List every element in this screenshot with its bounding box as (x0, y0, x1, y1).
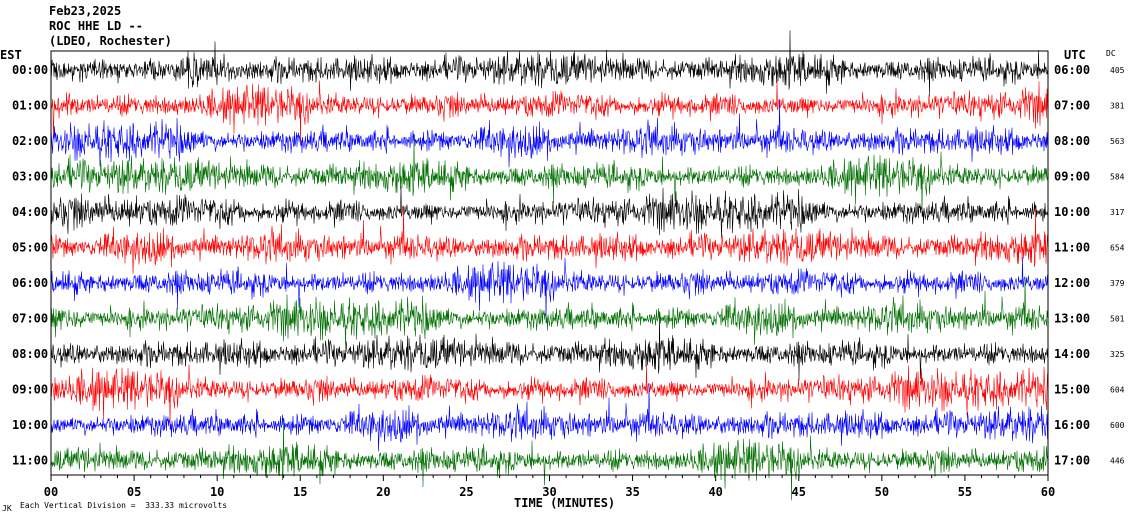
x-tick-label: 40 (708, 485, 722, 499)
x-tick-label: 15 (293, 485, 307, 499)
left-hour-label: 11:00 (12, 454, 48, 468)
dc-offset-label: 501 (1110, 315, 1125, 324)
dc-offset-label: 446 (1110, 457, 1125, 466)
trace-hour-0600 (50, 257, 1049, 323)
left-hour-label: 10:00 (12, 418, 48, 432)
right-hour-label: 08:00 (1054, 134, 1090, 148)
trace-hour-1000 (50, 382, 1049, 452)
trace-hour-0900 (50, 363, 1049, 430)
right-hour-label: 11:00 (1054, 241, 1090, 255)
header-station: ROC HHE LD -- (49, 19, 143, 33)
x-tick-label: 50 (875, 485, 889, 499)
plot-frame (50, 50, 1049, 476)
plot-border (50, 50, 1049, 476)
right-hour-label: 17:00 (1054, 454, 1090, 468)
x-tick-label: 25 (459, 485, 473, 499)
trace-hour-0200 (50, 98, 1049, 168)
x-tick-label: 20 (376, 485, 390, 499)
header-network: (LDEO, Rochester) (49, 34, 172, 48)
left-hour-label: 06:00 (12, 276, 48, 290)
left-hour-label: 01:00 (12, 99, 48, 113)
seismic-traces (50, 30, 1049, 501)
trace-hour-0500 (50, 205, 1049, 274)
scale-note: Each Vertical Division = 333.33 microvol… (20, 501, 228, 510)
right-timezone-label: UTC (1064, 48, 1086, 62)
trace-hour-0300 (50, 136, 1049, 217)
x-tick-label: 00 (44, 485, 58, 499)
x-tick-label: 60 (1041, 485, 1055, 499)
left-hour-label: 09:00 (12, 383, 48, 397)
right-hour-label: 15:00 (1054, 383, 1090, 397)
left-hour-label: 03:00 (12, 170, 48, 184)
dc-offset-label: 600 (1110, 421, 1125, 430)
dc-offset-label: 379 (1110, 279, 1125, 288)
right-hour-label: 09:00 (1054, 170, 1090, 184)
dc-offset-label: 654 (1110, 244, 1125, 253)
x-tick-label: 10 (210, 485, 224, 499)
dc-offset-labels: 405 381 563 584 317 654 379 501 325 604 600 446 (1110, 66, 1125, 466)
left-hour-label: 05:00 (12, 241, 48, 255)
dc-offset-label: 604 (1110, 386, 1125, 395)
dc-offset-label: 325 (1110, 350, 1125, 359)
trace-hour-0700 (50, 276, 1049, 345)
left-hour-label: 02:00 (12, 134, 48, 148)
trace-hour-0800 (50, 314, 1049, 381)
trace-hour-0100 (50, 79, 1049, 146)
header-date: Feb23,2025 (49, 4, 122, 18)
dc-header-label: DC (1106, 49, 1116, 58)
trace-hour-0000 (50, 30, 1048, 97)
left-hour-label: 08:00 (12, 347, 48, 361)
dc-offset-label: 405 (1110, 66, 1125, 75)
left-hour-labels: 00:00 01:00 02:00 03:00 04:00 05:00 06:00 07:00… (12, 63, 48, 468)
right-hour-label: 12:00 (1054, 276, 1090, 290)
x-axis-title: TIME (MINUTES) (514, 496, 615, 510)
x-tick-label: 30 (542, 485, 556, 499)
x-axis: 00 05 10 15 20 25 30 35 40 45 50 55 60 (44, 475, 1055, 499)
right-hour-labels: 06:00 07:00 08:00 09:00 10:00 11:00 12:00 13:00… (1054, 63, 1090, 468)
left-hour-label: 00:00 (12, 63, 48, 77)
x-tick-label: 05 (127, 485, 141, 499)
x-tick-label: 45 (792, 485, 806, 499)
right-hour-label: 13:00 (1054, 312, 1090, 326)
right-hour-label: 07:00 (1054, 99, 1090, 113)
right-hour-label: 16:00 (1054, 418, 1090, 432)
left-hour-label: 07:00 (12, 312, 48, 326)
right-hour-label: 14:00 (1054, 347, 1090, 361)
trace-hour-1100 (50, 420, 1049, 501)
dc-offset-label: 317 (1110, 208, 1125, 217)
dc-offset-label: 381 (1110, 102, 1125, 111)
right-hour-label: 06:00 (1054, 63, 1090, 77)
trace-hour-0400 (50, 186, 1049, 239)
right-hour-label: 10:00 (1054, 205, 1090, 219)
corner-logo: JK (2, 504, 12, 513)
x-tick-label: 35 (625, 485, 639, 499)
x-tick-label: 55 (958, 485, 972, 499)
dc-offset-label: 584 (1110, 173, 1125, 182)
dc-offset-label: 563 (1110, 137, 1125, 146)
left-hour-label: 04:00 (12, 205, 48, 219)
left-timezone-label: EST (0, 48, 22, 62)
